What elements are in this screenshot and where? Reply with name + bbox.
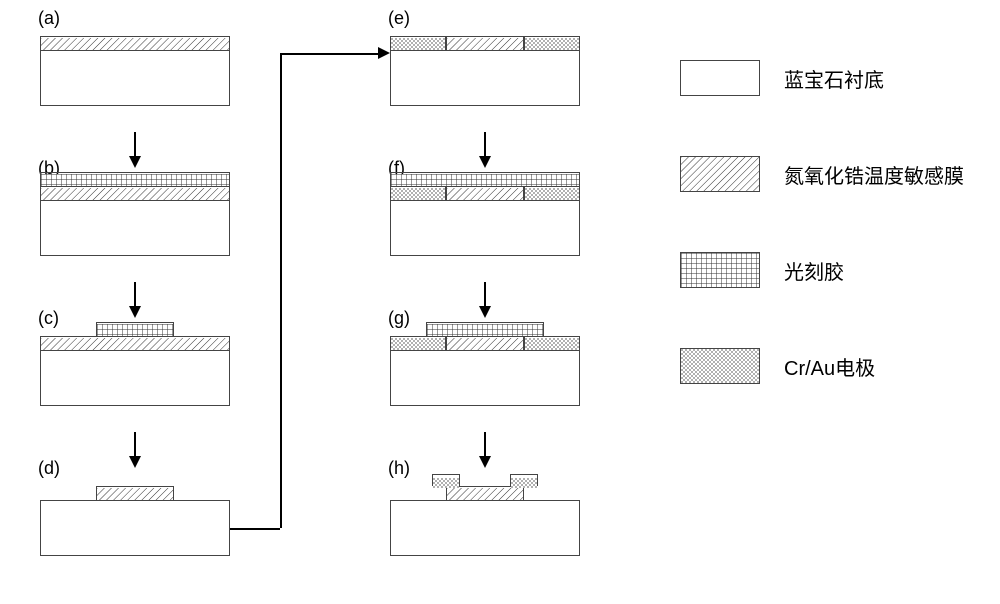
step-label-c: (c) xyxy=(38,308,59,329)
step-label-g: (g) xyxy=(388,308,410,329)
arrow-down xyxy=(129,456,141,468)
arrow-down xyxy=(479,456,491,468)
legend-row: Cr/Au电极 xyxy=(680,348,940,384)
legend-label: 蓝宝石衬底 xyxy=(784,64,884,93)
legend-swatch-zron xyxy=(680,156,760,192)
legend-row: 光刻胶 xyxy=(680,252,940,288)
legend-swatch-resist xyxy=(680,252,760,288)
step-label-e: (e) xyxy=(388,8,410,29)
arrow-down xyxy=(129,156,141,168)
legend: 蓝宝石衬底 氮氧化锆温度敏感膜 光刻胶 Cr/Au电极 xyxy=(680,60,940,444)
arrow-right xyxy=(378,47,390,59)
arrow-down xyxy=(129,306,141,318)
step-label-h: (h) xyxy=(388,458,410,479)
legend-row: 蓝宝石衬底 xyxy=(680,60,940,96)
connector xyxy=(280,53,380,55)
step-label-a: (a) xyxy=(38,8,60,29)
legend-swatch-substrate xyxy=(680,60,760,96)
legend-label: Cr/Au电极 xyxy=(784,352,875,381)
legend-row: 氮氧化锆温度敏感膜 xyxy=(680,156,940,192)
connector xyxy=(280,53,282,528)
connector xyxy=(230,528,280,530)
step-label-d: (d) xyxy=(38,458,60,479)
legend-swatch-electrode xyxy=(680,348,760,384)
arrow-down xyxy=(479,156,491,168)
legend-label: 氮氧化锆温度敏感膜 xyxy=(784,160,964,189)
arrow-down xyxy=(479,306,491,318)
legend-label: 光刻胶 xyxy=(784,256,844,285)
